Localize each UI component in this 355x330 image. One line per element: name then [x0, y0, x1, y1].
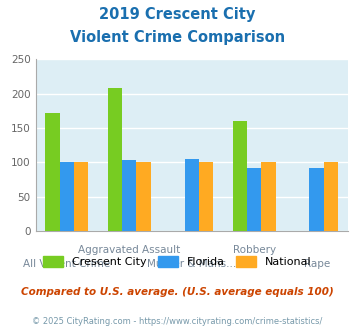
Legend: Crescent City, Florida, National: Crescent City, Florida, National [39, 251, 316, 271]
Bar [199, 162, 213, 231]
Text: Compared to U.S. average. (U.S. average equals 100): Compared to U.S. average. (U.S. average … [21, 287, 334, 297]
Text: Murder & Mans...: Murder & Mans... [147, 259, 236, 269]
Bar [324, 162, 338, 231]
Text: 2019 Crescent City: 2019 Crescent City [99, 7, 256, 21]
Bar [247, 168, 261, 231]
Bar [136, 162, 151, 231]
Bar [261, 162, 276, 231]
Text: Aggravated Assault: Aggravated Assault [78, 245, 180, 255]
Bar [233, 121, 247, 231]
Bar [108, 88, 122, 231]
Text: Violent Crime Comparison: Violent Crime Comparison [70, 30, 285, 45]
Text: Robbery: Robbery [233, 245, 276, 255]
Bar [45, 113, 60, 231]
Bar [310, 168, 324, 231]
Bar [60, 162, 74, 231]
Text: © 2025 CityRating.com - https://www.cityrating.com/crime-statistics/: © 2025 CityRating.com - https://www.city… [32, 317, 323, 326]
Bar [122, 160, 136, 231]
Bar [185, 159, 199, 231]
Bar [74, 162, 88, 231]
Text: Rape: Rape [304, 259, 330, 269]
Text: All Violent Crime: All Violent Crime [23, 259, 110, 269]
